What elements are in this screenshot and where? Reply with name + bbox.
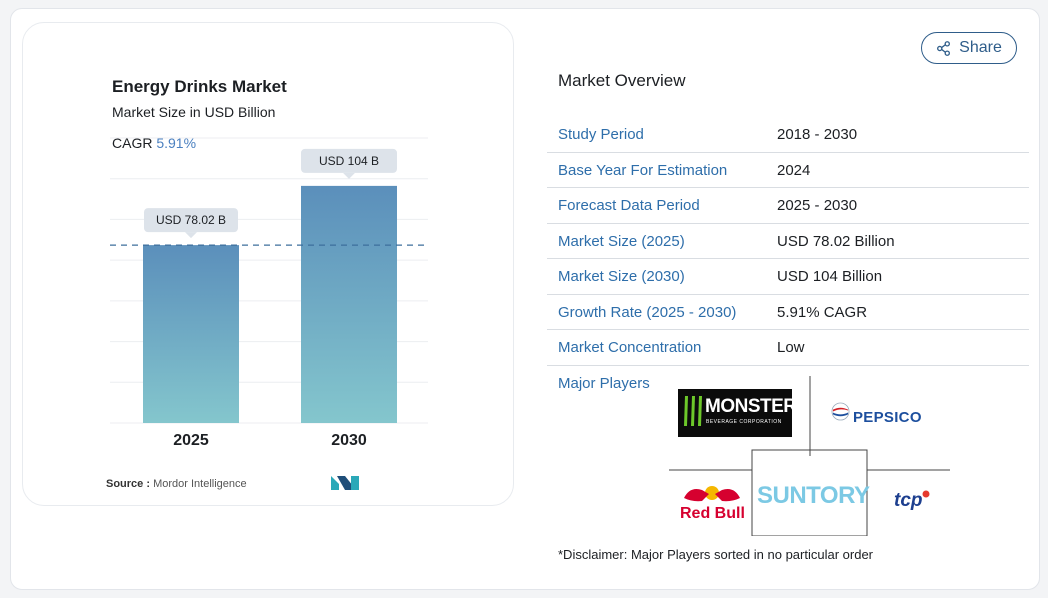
overview-row: Base Year For Estimation 2024 bbox=[547, 153, 1029, 188]
monster-subtitle: BEVERAGE CORPORATION bbox=[706, 419, 782, 425]
share-label: Share bbox=[959, 39, 1002, 56]
chart-card bbox=[22, 22, 514, 506]
bar-2025[interactable] bbox=[143, 245, 239, 423]
overview-row: Forecast Data Period 2025 - 2030 bbox=[547, 188, 1029, 224]
monster-name: MONSTER bbox=[705, 396, 797, 417]
overview-row: Market Size (2030) USD 104 Billion bbox=[547, 259, 1029, 295]
overview-key[interactable]: Market Size (2025) bbox=[558, 232, 685, 250]
pepsico-name: PEPSICO bbox=[853, 409, 922, 426]
overview-key[interactable]: Market Size (2030) bbox=[558, 268, 685, 285]
overview-value: 2024 bbox=[777, 161, 811, 179]
overview-value: 5.91% CAGR bbox=[777, 303, 868, 321]
data-label-text: USD 78.02 B bbox=[156, 213, 226, 227]
source-label: Source : bbox=[106, 478, 151, 490]
tcp-logo[interactable]: tcp bbox=[894, 490, 934, 514]
source-value: Mordor Intelligence bbox=[153, 478, 247, 490]
x-tick-label: 2030 bbox=[331, 432, 367, 449]
mordor-logo-icon bbox=[331, 476, 359, 490]
cagr-value: 5.91% bbox=[156, 135, 197, 151]
chart-title: Energy Drinks Market bbox=[112, 77, 287, 96]
bar-2030[interactable] bbox=[301, 185, 397, 423]
chart-subtitle: Market Size in USD Billion bbox=[112, 104, 276, 120]
overview-value: USD 104 Billion bbox=[777, 268, 883, 285]
bar-chart: USD 78.02 B 2025 USD 104 B 2030 bbox=[110, 137, 428, 449]
overview-key[interactable]: Base Year For Estimation bbox=[558, 161, 728, 179]
redbull-bulls-icon bbox=[684, 486, 740, 502]
share-button[interactable]: Share bbox=[921, 32, 1017, 64]
share-icon bbox=[937, 40, 951, 56]
overview-row: Study Period 2018 - 2030 bbox=[547, 117, 1029, 153]
overview-key[interactable]: Growth Rate (2025 - 2030) bbox=[558, 303, 737, 321]
overview-row: Growth Rate (2025 - 2030) 5.91% CAGR bbox=[547, 295, 1029, 330]
overview-row: Market Concentration Low bbox=[547, 330, 1029, 366]
overview-value: 2018 - 2030 bbox=[777, 126, 858, 143]
x-tick-label: 2025 bbox=[173, 432, 209, 449]
overview-key[interactable]: Forecast Data Period bbox=[558, 197, 700, 214]
suntory-logo[interactable]: SUNTORY bbox=[757, 482, 870, 509]
disclaimer: *Disclaimer: Major Players sorted in no … bbox=[558, 547, 874, 562]
overview-table: Study Period 2018 - 2030 Base Year For Es… bbox=[547, 117, 1029, 366]
major-players-grid bbox=[669, 376, 950, 536]
tcp-dot-icon bbox=[922, 490, 930, 498]
data-label-2025: USD 78.02 B bbox=[144, 208, 238, 239]
pepsi-globe-icon bbox=[831, 402, 850, 421]
overview-value: 2025 - 2030 bbox=[777, 197, 858, 214]
overview-key[interactable]: Study Period bbox=[558, 126, 644, 143]
monster-claw-icon bbox=[684, 396, 702, 426]
major-players-label: Major Players bbox=[558, 375, 650, 392]
overview-value: Low bbox=[777, 339, 805, 356]
overview-value: USD 78.02 Billion bbox=[777, 232, 895, 250]
data-label-2030: USD 104 B bbox=[301, 148, 397, 179]
overview-title: Market Overview bbox=[558, 71, 686, 90]
redbull-name: Red Bull bbox=[680, 505, 745, 522]
overview-key[interactable]: Market Concentration bbox=[558, 339, 702, 356]
tcp-name: tcp bbox=[894, 490, 923, 511]
source-note: Source : Mordor Intelligence bbox=[106, 478, 247, 490]
data-label-text: USD 104 B bbox=[319, 154, 379, 168]
cagr-text: CAGR 5.91% bbox=[112, 135, 196, 151]
pepsico-logo[interactable]: PEPSICO bbox=[831, 402, 941, 428]
overview-row: Market Size (2025) USD 78.02 Billion bbox=[547, 224, 1029, 259]
monster-logo[interactable]: MONSTER BEVERAGE CORPORATION bbox=[678, 389, 797, 437]
cagr-label: CAGR bbox=[112, 135, 153, 151]
redbull-logo[interactable]: Red Bull bbox=[678, 482, 745, 524]
